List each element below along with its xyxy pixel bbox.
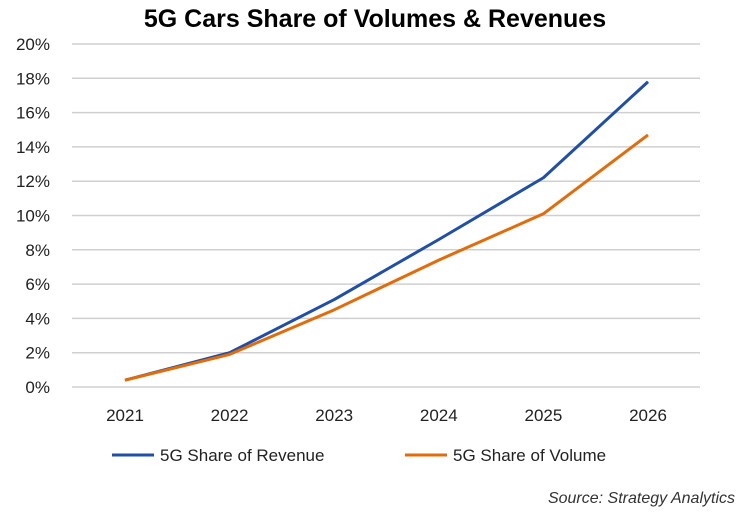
y-tick-label: 2% <box>25 344 50 363</box>
x-tick-label: 2021 <box>106 406 144 425</box>
source-note: Source: Strategy Analytics <box>548 490 735 507</box>
y-tick-label: 14% <box>16 138 50 157</box>
y-tick-label: 18% <box>16 69 50 88</box>
y-tick-label: 8% <box>25 241 50 260</box>
y-tick-label: 16% <box>16 104 50 123</box>
series-line-revenue <box>125 82 648 380</box>
y-tick-label: 10% <box>16 207 50 226</box>
chart-title: 5G Cars Share of Volumes & Revenues <box>144 5 606 33</box>
y-tick-label: 0% <box>25 378 50 397</box>
x-tick-label: 2025 <box>524 406 562 425</box>
y-tick-label: 20% <box>16 35 50 54</box>
y-tick-label: 4% <box>25 309 50 328</box>
x-tick-label: 2022 <box>211 406 249 425</box>
x-tick-label: 2024 <box>420 406 458 425</box>
x-tick-label: 2023 <box>315 406 353 425</box>
y-tick-label: 6% <box>25 275 50 294</box>
series-line-volume <box>125 135 648 380</box>
y-tick-label: 12% <box>16 172 50 191</box>
legend-label: 5G Share of Revenue <box>160 446 324 465</box>
legend-label: 5G Share of Volume <box>453 446 606 465</box>
x-tick-label: 2026 <box>629 406 667 425</box>
